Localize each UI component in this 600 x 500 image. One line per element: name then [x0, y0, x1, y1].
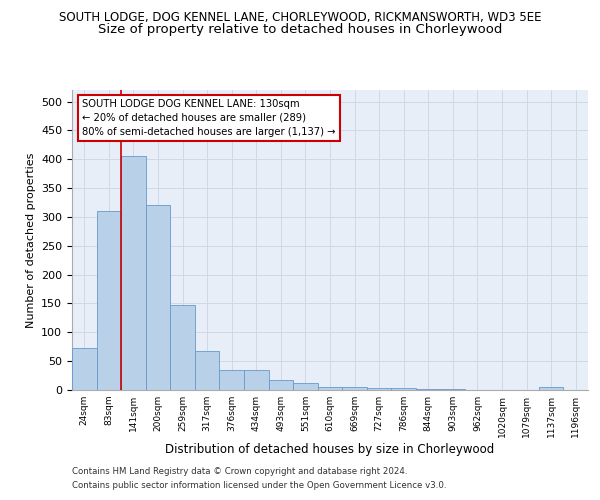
Bar [195, 351, 220, 390]
Bar [146, 206, 170, 390]
Text: Contains public sector information licensed under the Open Government Licence v3: Contains public sector information licen… [72, 481, 446, 490]
Bar [220, 370, 244, 390]
Bar [244, 370, 269, 390]
Bar [269, 380, 293, 390]
Text: SOUTH LODGE DOG KENNEL LANE: 130sqm
← 20% of detached houses are smaller (289)
8: SOUTH LODGE DOG KENNEL LANE: 130sqm ← 20… [82, 99, 336, 137]
Bar [539, 387, 563, 390]
Bar [121, 156, 146, 390]
Text: SOUTH LODGE, DOG KENNEL LANE, CHORLEYWOOD, RICKMANSWORTH, WD3 5EE: SOUTH LODGE, DOG KENNEL LANE, CHORLEYWOO… [59, 11, 541, 24]
Text: Contains HM Land Registry data © Crown copyright and database right 2024.: Contains HM Land Registry data © Crown c… [72, 467, 407, 476]
Bar [72, 348, 97, 390]
Bar [170, 305, 195, 390]
Bar [367, 388, 391, 390]
Text: Size of property relative to detached houses in Chorleywood: Size of property relative to detached ho… [98, 22, 502, 36]
Bar [318, 386, 342, 390]
X-axis label: Distribution of detached houses by size in Chorleywood: Distribution of detached houses by size … [166, 442, 494, 456]
Bar [97, 211, 121, 390]
Bar [293, 383, 318, 390]
Y-axis label: Number of detached properties: Number of detached properties [26, 152, 35, 328]
Bar [391, 388, 416, 390]
Bar [342, 387, 367, 390]
